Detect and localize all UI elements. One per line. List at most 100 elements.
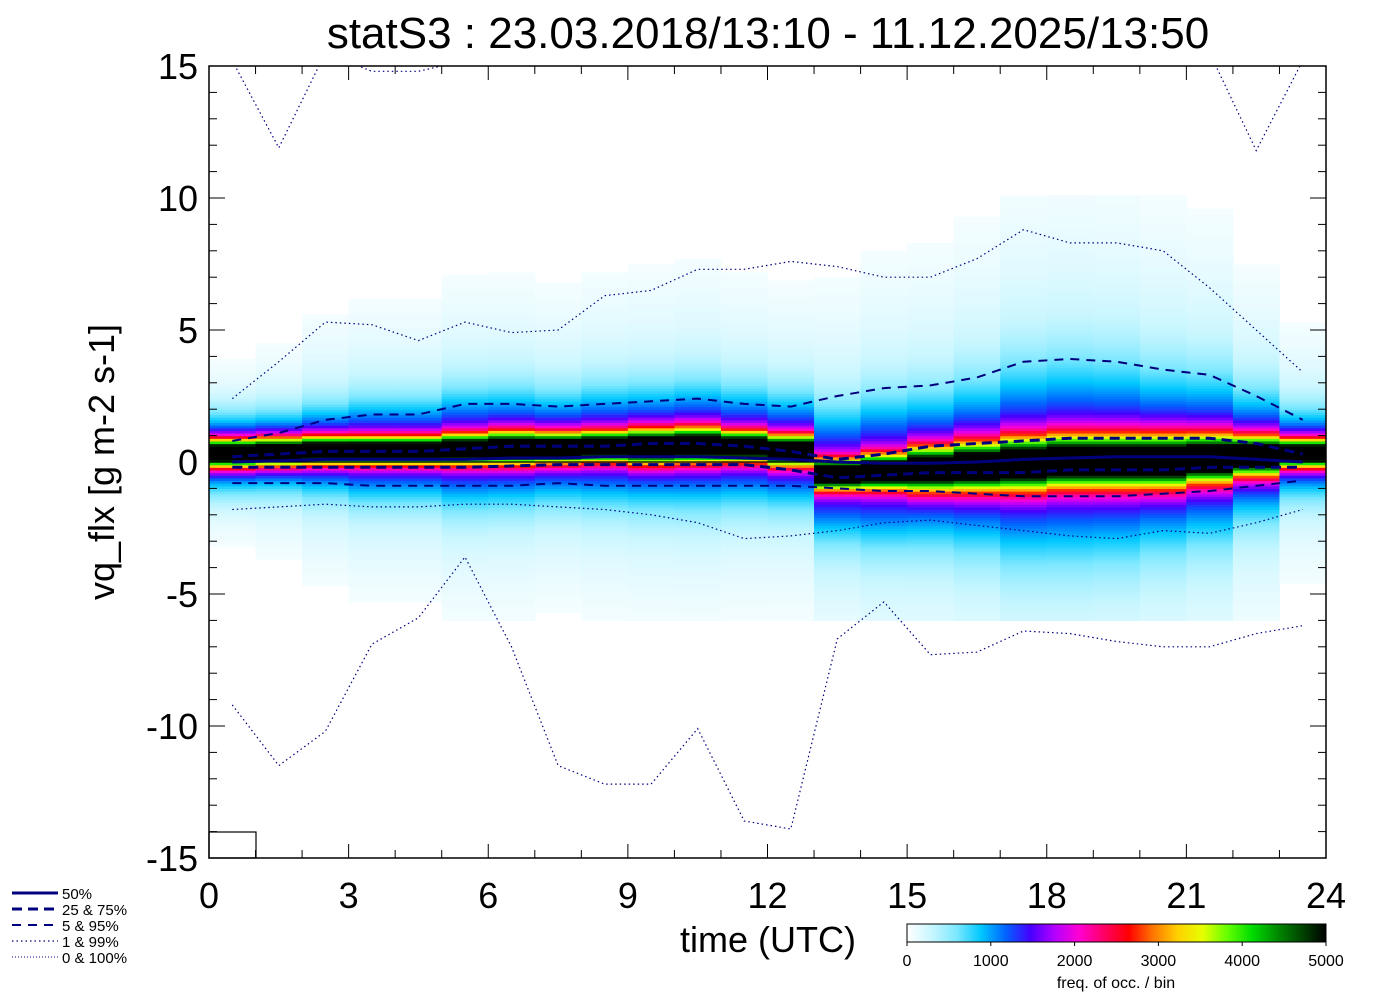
heatmap-cell (1139, 211, 1187, 215)
heatmap-cell (1093, 374, 1141, 379)
heatmap-cell (1139, 293, 1187, 297)
heatmap-cell (348, 496, 396, 500)
heatmap-cell (441, 583, 489, 587)
heatmap-cell (395, 549, 443, 553)
heatmap-cell (1139, 330, 1187, 334)
heatmap-cell (627, 617, 676, 621)
heatmap-cell (534, 572, 582, 577)
heatmap-cell (1046, 430, 1094, 434)
heatmap-cell (1093, 572, 1141, 577)
heatmap-cell (1000, 224, 1048, 228)
heatmap-cell (209, 403, 257, 408)
heatmap-cell (627, 501, 676, 505)
heatmap-cell (1139, 493, 1187, 497)
heatmap-cell (907, 601, 955, 606)
heatmap-cell (720, 290, 769, 294)
heatmap-cell (627, 435, 676, 439)
heatmap-cell (1186, 353, 1234, 357)
heatmap-cell (720, 322, 769, 326)
heatmap-cell (1279, 557, 1326, 561)
heatmap-cell (441, 345, 489, 350)
heatmap-cell (395, 462, 443, 466)
heatmap-cell (1046, 359, 1094, 363)
heatmap-cell (1000, 195, 1048, 199)
heatmap-cell (907, 250, 955, 255)
heatmap-cell (441, 546, 489, 550)
heatmap-cell (1232, 430, 1281, 434)
heatmap-cell (395, 583, 443, 587)
heatmap-cell (907, 330, 955, 334)
heatmap-cell (720, 485, 769, 489)
heatmap-cell (348, 591, 396, 595)
heatmap-cell (907, 483, 955, 487)
heatmap-cell (953, 417, 1001, 421)
heatmap-cell (1000, 617, 1048, 621)
heatmap-cell (953, 290, 1001, 294)
heatmap-cell (907, 343, 955, 347)
heatmap-cell (395, 435, 443, 439)
heatmap-cell (1232, 401, 1281, 405)
heatmap-cell (395, 388, 443, 392)
heatmap-cell (907, 512, 955, 516)
heatmap-cell (302, 562, 350, 566)
heatmap-cell (534, 609, 582, 614)
heatmap-cell (1232, 564, 1281, 569)
heatmap-cell (1139, 554, 1187, 558)
heatmap-cell (581, 382, 629, 387)
heatmap-cell (1232, 409, 1281, 413)
heatmap-cell (767, 446, 815, 450)
heatmap-cell (1232, 274, 1281, 278)
heatmap-cell (534, 330, 582, 334)
heatmap-cell (395, 396, 443, 400)
heatmap-cell (348, 440, 396, 445)
heatmap-cell (767, 293, 815, 297)
heatmap-cell (767, 448, 815, 453)
heatmap-cell (1232, 525, 1281, 529)
heatmap-cell (302, 435, 350, 439)
heatmap-cell (860, 293, 908, 297)
heatmap-cell (488, 306, 536, 310)
heatmap-cell (441, 438, 489, 442)
heatmap-cell (348, 314, 396, 318)
heatmap-cell (395, 419, 443, 423)
heatmap-cell (348, 501, 396, 505)
heatmap-cell (488, 285, 536, 289)
heatmap-cell (488, 586, 536, 590)
heatmap-cell (860, 256, 908, 260)
heatmap-cell (860, 607, 908, 611)
heatmap-cell (1279, 380, 1326, 384)
heatmap-cell (860, 303, 908, 307)
heatmap-cell (395, 366, 443, 371)
heatmap-cell (674, 356, 722, 360)
heatmap-cell (1186, 327, 1234, 331)
heatmap-cell (534, 430, 582, 434)
heatmap-cell (1139, 227, 1187, 231)
heatmap-cell (1093, 517, 1141, 521)
heatmap-cell (674, 311, 722, 315)
heatmap-cell (1093, 483, 1141, 487)
heatmap-cell (209, 525, 257, 529)
heatmap-cell (674, 472, 722, 476)
heatmap-cell (953, 219, 1001, 223)
heatmap-cell (627, 430, 676, 434)
heatmap-cell (953, 345, 1001, 350)
heatmap-cell (860, 551, 908, 555)
heatmap-cell (1093, 361, 1141, 365)
heatmap-cell (1093, 514, 1141, 519)
heatmap-cell (674, 615, 722, 619)
heatmap-cell (1046, 535, 1094, 540)
heatmap-cell (488, 366, 536, 371)
heatmap-cell (1000, 316, 1048, 321)
heatmap-cell (1093, 382, 1141, 387)
heatmap-cell (441, 504, 489, 508)
heatmap-cell (953, 335, 1001, 339)
heatmap-cell (1000, 396, 1048, 400)
heatmap-cell (1279, 419, 1326, 423)
heatmap-cell (907, 322, 955, 326)
heatmap-cell (1093, 401, 1141, 405)
heatmap-cell (1139, 488, 1187, 492)
heatmap-cell (1046, 198, 1094, 202)
heatmap-cell (767, 308, 815, 313)
heatmap-cell (1093, 456, 1141, 460)
quantile-line-5-95-upper- (232, 357, 1304, 442)
